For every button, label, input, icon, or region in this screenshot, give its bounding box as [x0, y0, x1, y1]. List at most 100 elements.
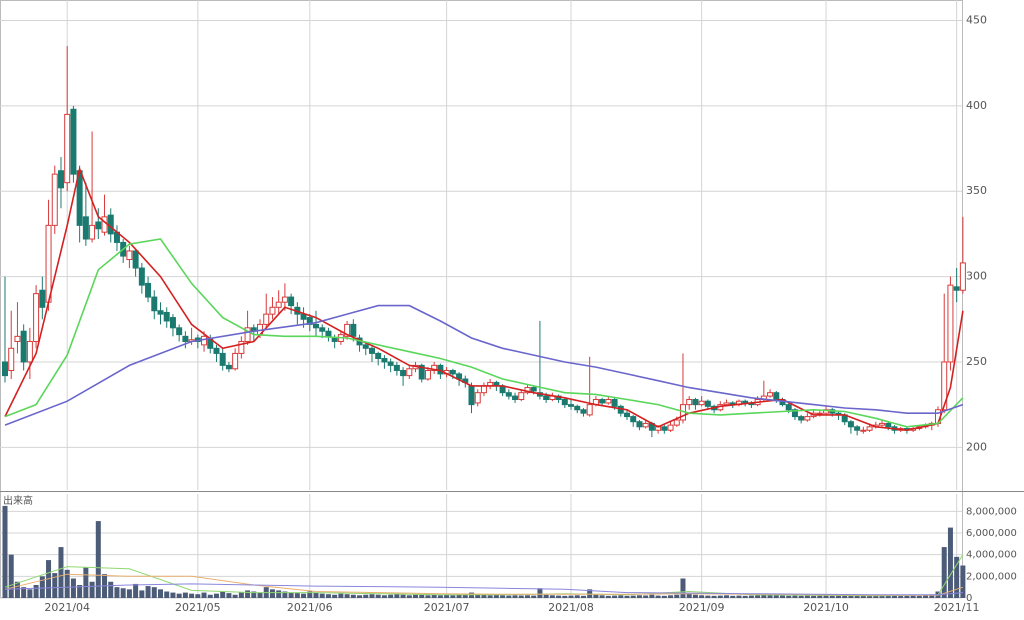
volume-bar	[655, 595, 661, 598]
volume-bar	[269, 589, 275, 598]
candle-body	[885, 422, 892, 428]
volume-bar	[537, 588, 543, 598]
volume-bar	[52, 573, 58, 598]
volume-bar	[158, 589, 163, 598]
candle-body	[698, 400, 705, 406]
candle-body	[33, 293, 40, 342]
volume-bar	[842, 595, 848, 598]
volume-bar	[344, 594, 350, 598]
candle-body	[599, 399, 606, 404]
volume-bar	[512, 595, 518, 598]
candle-body	[947, 284, 954, 363]
volume-bar	[77, 585, 83, 598]
y-tick-label: 8,000,000	[966, 506, 1017, 517]
candle-body	[816, 412, 823, 415]
x-tick-label: 2021/11	[934, 601, 980, 614]
volume-bar	[904, 595, 910, 598]
volume-bar	[201, 592, 207, 598]
volume-bar	[450, 595, 456, 598]
candle-body	[8, 347, 15, 371]
candle-body	[219, 352, 226, 366]
candle-body	[393, 364, 400, 371]
candle-body	[642, 422, 649, 428]
volume-bar	[363, 594, 369, 598]
volume-bar	[164, 591, 170, 598]
volume-bar	[325, 594, 331, 598]
candle-body	[773, 392, 780, 401]
moving-average-line	[4, 304, 964, 426]
volume-bar	[257, 592, 263, 598]
candle-body	[449, 369, 456, 375]
volume-bar	[730, 595, 736, 598]
volume-bar	[767, 594, 773, 598]
candle-body	[39, 289, 46, 308]
volume-bar	[462, 594, 468, 598]
candle-body	[70, 108, 77, 175]
volume-bar	[251, 591, 257, 598]
candle-body	[375, 352, 382, 360]
candle-body	[543, 395, 550, 401]
volume-bar	[294, 593, 300, 598]
candle-body	[791, 409, 798, 418]
volume-bar	[612, 595, 618, 598]
candle-body	[512, 395, 519, 401]
volume-bar	[531, 595, 537, 598]
candle-body	[57, 170, 64, 189]
volume-bar	[605, 595, 611, 598]
volume-bar	[761, 593, 767, 598]
candle-body	[661, 426, 668, 431]
volume-bar	[947, 527, 953, 598]
volume-bar	[39, 576, 45, 598]
volume-bar	[313, 592, 319, 598]
candle-body	[953, 286, 960, 291]
volume-bar	[151, 587, 157, 598]
moving-average-line	[4, 583, 963, 596]
volume-bar	[668, 595, 674, 598]
volume-bar	[755, 595, 761, 598]
volume-bar	[798, 595, 804, 598]
candle-body	[313, 323, 319, 329]
volume-title: 出来高	[3, 494, 33, 507]
candle-body	[692, 399, 699, 406]
volume-bar	[288, 592, 294, 598]
candle-body	[331, 337, 338, 342]
candle-body	[847, 421, 854, 428]
volume-bar	[661, 595, 667, 598]
volume-bar	[126, 589, 132, 598]
volume-bar	[804, 595, 810, 598]
volume-bar	[829, 595, 835, 598]
volume-bar	[854, 595, 860, 598]
volume-bar	[425, 595, 431, 598]
candle-body	[400, 369, 407, 377]
y-tick-label: 6,000,000	[966, 528, 1017, 539]
volume-bar	[357, 595, 363, 598]
candle-body	[723, 402, 730, 406]
candle-body	[959, 262, 966, 291]
candle-body	[201, 335, 208, 346]
volume-bar	[518, 595, 524, 598]
volume-bar	[207, 594, 213, 598]
candle-body	[362, 344, 369, 349]
candle-body	[263, 313, 270, 325]
volume-bar	[456, 594, 462, 598]
candle-body	[126, 250, 133, 261]
candle-body	[574, 405, 581, 411]
volume-bar	[556, 595, 562, 598]
candle-body	[580, 409, 587, 414]
y-tick-label: 250	[966, 355, 987, 368]
volume-bar	[941, 547, 947, 598]
volume-bar	[83, 567, 89, 598]
volume-bar	[630, 595, 636, 598]
volume-bar	[711, 595, 717, 598]
candle-body	[281, 296, 288, 303]
volume-bar	[692, 594, 698, 598]
volume-bar	[350, 594, 356, 598]
candle-body	[107, 214, 114, 235]
volume-bar	[375, 594, 381, 598]
candle-body	[480, 385, 487, 394]
volume-bar	[437, 595, 443, 598]
volume-bar	[823, 595, 829, 598]
candle-body	[169, 317, 176, 329]
volume-bar	[891, 595, 897, 598]
candle-body	[624, 412, 630, 418]
